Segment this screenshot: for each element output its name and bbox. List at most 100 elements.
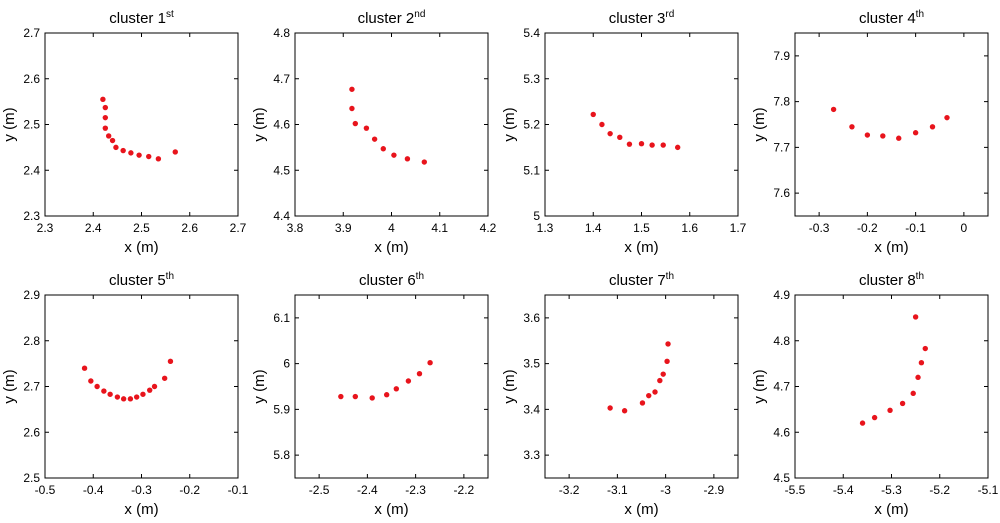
y-tick-label: 2.7 [23,26,40,40]
data-point [607,130,613,137]
x-tick-label: -5.5 [785,483,806,497]
data-point [102,114,109,121]
data-point [88,378,94,384]
y-tick-label: 2.9 [23,288,40,302]
y-axis-label: y (m) [751,369,768,403]
y-axis-label: y (m) [1,107,18,141]
data-point [599,121,605,128]
data-point [161,375,168,381]
y-tick-label: 2.3 [23,209,40,223]
data-point [100,96,106,103]
x-axis-label: x (m) [124,501,158,518]
data-point [621,408,628,414]
x-tick-label: -5.1 [978,483,999,497]
data-point [830,106,837,113]
y-tick-label: 3.5 [523,357,540,371]
y-tick-label: 4.5 [273,163,290,177]
data-point [849,124,855,130]
x-axis-label: x (m) [874,501,908,518]
data-point [167,358,174,365]
data-point [352,393,359,400]
data-point [140,391,146,397]
data-point [899,400,906,407]
x-axis-label: x (m) [624,239,658,256]
x-tick-label: 1.4 [585,221,602,235]
y-tick-label: 4.9 [773,288,790,302]
data-point [120,396,127,402]
y-axis-label: y (m) [501,369,518,403]
cluster-5-chart: cluster 5th -0.5 -0.4 -0.3 -0.2 -0.1 2.5 2.6 2.7… [1,271,249,518]
data-point [172,149,178,155]
data-point [114,394,121,400]
chart-title-superscript: th [666,271,674,282]
x-tick-label: 2.4 [85,221,102,235]
plot-frame [294,32,489,217]
x-tick-label: -3 [660,483,671,497]
chart-title: cluster 4th [859,9,924,27]
y-axis-label: y (m) [251,369,268,403]
y-axis-label: y (m) [251,107,268,141]
data-point [120,147,126,154]
x-tick-label: 1.3 [537,221,554,235]
data-point [871,414,878,421]
chart-title-superscript: th [916,9,924,20]
y-tick-label: 2.6 [23,425,40,439]
data-point [896,135,902,141]
chart-title: cluster 7th [609,271,674,289]
y-axis-label: y (m) [751,107,768,141]
x-tick-label: -2.5 [309,483,330,497]
data-point [127,396,134,402]
data-point [81,365,88,371]
x-axis-label: x (m) [374,501,408,518]
x-tick-label: 4 [388,221,395,235]
x-tick-label: -2.4 [357,483,378,497]
y-tick-label: 2.7 [23,380,40,394]
x-tick-label: 4.2 [480,221,497,235]
data-point [646,392,652,399]
y-tick-label: 3.3 [523,448,540,462]
data-point [915,374,921,381]
data-point [102,104,109,111]
chart-title-text: cluster 2 [358,10,415,27]
y-tick-label: 4.4 [273,209,290,223]
y-tick-label: 2.4 [23,163,40,177]
data-point [421,159,428,165]
data-point [590,111,596,118]
data-point [113,144,119,151]
data-point [626,141,633,147]
y-tick-label: 4.6 [273,118,290,132]
data-point [371,136,378,142]
x-tick-label: -3.2 [559,483,580,497]
data-point [638,141,645,147]
chart-title: cluster 6th [359,271,424,289]
y-axis-label: y (m) [1,369,18,403]
y-tick-label: 3.6 [523,311,540,325]
cluster-6-chart: cluster 6th -2.5 -2.4 -2.3 -2.2 5.8 5.9 6 6.1 x (… [251,271,489,518]
data-point [649,142,655,148]
y-tick-label: 2.5 [23,471,40,485]
y-tick-label: 3.4 [523,402,540,416]
y-tick-label: 7.8 [773,95,790,109]
y-tick-label: 5 [533,209,540,223]
x-axis-label: x (m) [124,239,158,256]
data-point [674,144,681,151]
x-tick-label: 2.6 [181,221,198,235]
plot-frame [794,294,989,479]
data-point [665,341,671,347]
data-point [910,390,916,397]
y-tick-label: 6.1 [273,311,290,325]
y-tick-label: 2.8 [23,334,40,348]
chart-title-text: cluster 6 [359,272,416,289]
x-tick-label: 3.9 [335,221,352,235]
x-tick-label: 3.8 [287,221,304,235]
data-point [363,125,370,131]
data-point [929,124,936,130]
cluster-3-chart: cluster 3rd 1.3 1.4 1.5 1.6 1.7 5 5.1 5.2 5.3 5.4 x… [501,9,747,256]
y-tick-label: 2.6 [23,72,40,86]
x-tick-label: -0.5 [35,483,56,497]
data-point [664,358,670,365]
y-tick-label: 2.5 [23,118,40,132]
y-tick-label: 5.3 [523,72,540,86]
x-axis-label: x (m) [374,239,408,256]
x-axis-label: x (m) [874,239,908,256]
